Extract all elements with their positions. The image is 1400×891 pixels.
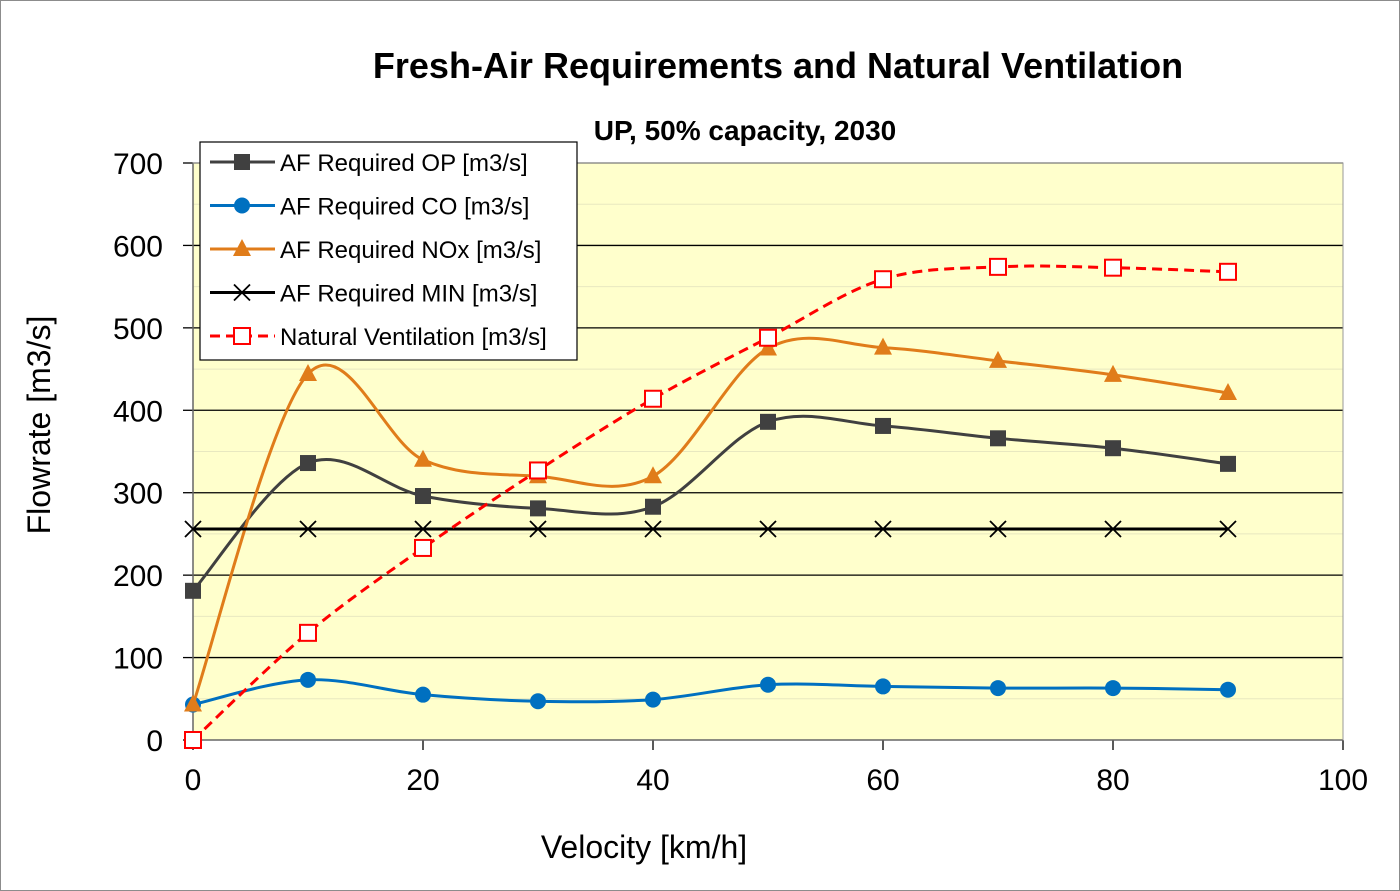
x-axis-label: Velocity [km/h] [541, 829, 747, 865]
x-tick-label: 60 [866, 764, 899, 797]
data-point [989, 257, 1007, 276]
legend-marker [234, 197, 250, 214]
data-point [1104, 258, 1122, 277]
y-tick-label: 200 [113, 560, 163, 593]
data-point [644, 466, 662, 484]
data-point [759, 328, 777, 347]
data-point [645, 498, 661, 515]
series-3 [184, 520, 1237, 538]
data-point [184, 694, 202, 712]
data-point [1219, 382, 1237, 400]
data-point [299, 364, 317, 382]
data-point [415, 686, 431, 703]
data-point [185, 582, 201, 599]
data-point [1104, 520, 1122, 538]
x-tick-label: 20 [406, 764, 439, 797]
data-point [645, 691, 661, 708]
data-point [530, 500, 546, 517]
data-point [529, 520, 547, 538]
data-point [874, 520, 892, 538]
data-point [990, 680, 1006, 697]
data-point [759, 338, 777, 356]
legend: AF Required OP [m3/s] AF Required CO [m3/… [199, 141, 578, 361]
y-tick-label: 400 [113, 395, 163, 428]
data-point [760, 676, 776, 693]
legend-marker [233, 283, 251, 302]
y-tick-label: 0 [146, 725, 163, 758]
data-point [300, 455, 316, 472]
chart-subtitle: UP, 50% capacity, 2030 [594, 115, 897, 146]
data-point [1105, 680, 1121, 697]
data-point [414, 538, 432, 557]
series-line [191, 264, 1229, 742]
x-tick-label: 0 [185, 764, 202, 797]
legend-label: AF Required MIN [m3/s] [280, 281, 537, 308]
data-point [874, 337, 892, 355]
x-tick-label: 40 [636, 764, 669, 797]
data-point [300, 671, 316, 688]
tick-labels: 0 100 200 300 400 500 600 700 0 20 40 60 80 100 [113, 148, 1368, 797]
data-point [874, 270, 892, 289]
x-tick-label: 100 [1318, 764, 1368, 797]
y-axis-label: Flowrate [m3/s] [21, 316, 57, 535]
data-point [1105, 440, 1121, 457]
series-line [192, 678, 1229, 707]
data-point [1219, 520, 1237, 538]
data-point [530, 693, 546, 710]
data-point [299, 623, 317, 642]
data-point [644, 520, 662, 538]
y-tick-label: 100 [113, 643, 163, 676]
series-line [191, 414, 1229, 592]
data-point [1104, 364, 1122, 382]
data-point [415, 488, 431, 505]
data-point [990, 430, 1006, 447]
data-point [184, 520, 202, 538]
data-point [989, 520, 1007, 538]
legend-label: AF Required CO [m3/s] [280, 194, 529, 221]
data-point [414, 449, 432, 467]
data-point [1219, 262, 1237, 281]
y-tick-label: 300 [113, 478, 163, 511]
y-tick-label: 700 [113, 148, 163, 181]
data-point [184, 731, 202, 749]
series-2 [184, 336, 1237, 712]
legend-label: AF Required NOx [m3/s] [280, 237, 541, 264]
plot-border [192, 162, 1344, 741]
legend-marker [233, 327, 251, 345]
chart-title: Fresh-Air Requirements and Natural Venti… [373, 45, 1183, 86]
x-tick-label: 80 [1096, 764, 1129, 797]
legend-marker [234, 154, 250, 170]
axes [192, 162, 1344, 741]
data-point [759, 520, 777, 538]
data-point [875, 417, 891, 434]
data-point [299, 520, 317, 538]
data-point [875, 678, 891, 695]
series-0 [185, 413, 1236, 599]
data-point [414, 520, 432, 538]
y-tick-label: 500 [113, 313, 163, 346]
data-point [760, 413, 776, 430]
data-point [1220, 455, 1236, 472]
series-layer [184, 257, 1237, 749]
legend-label: Natural Ventilation [m3/s] [280, 324, 547, 351]
series-4 [184, 257, 1237, 749]
series-1 [185, 671, 1236, 713]
legend-box [199, 141, 578, 361]
legend-label: AF Required OP [m3/s] [280, 150, 528, 177]
data-point [989, 350, 1007, 368]
legend-marker [233, 239, 251, 256]
data-point [644, 389, 662, 408]
y-tick-label: 600 [113, 230, 163, 263]
data-point [1220, 681, 1236, 698]
data-point [529, 461, 547, 480]
